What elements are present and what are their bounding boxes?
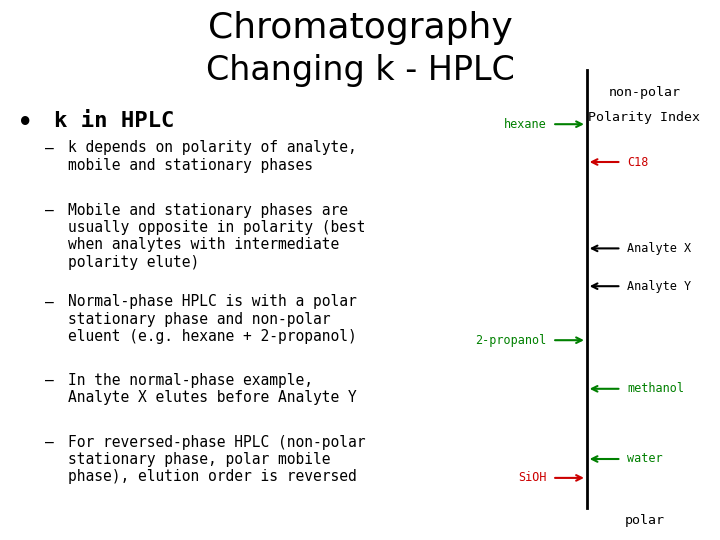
Text: Changing k - HPLC: Changing k - HPLC [206, 54, 514, 87]
Text: SiOH: SiOH [518, 471, 546, 484]
Text: Normal-phase HPLC is with a polar
stationary phase and non-polar
eluent (e.g. he: Normal-phase HPLC is with a polar statio… [68, 294, 357, 344]
Text: Analyte X: Analyte X [627, 242, 691, 255]
Text: Polarity Index: Polarity Index [588, 111, 701, 124]
Text: hexane: hexane [504, 118, 546, 131]
Text: Chromatography: Chromatography [207, 11, 513, 45]
Text: –: – [45, 202, 54, 218]
Text: water: water [627, 453, 662, 465]
Text: •: • [18, 111, 32, 134]
Text: For reversed-phase HPLC (non-polar
stationary phase, polar mobile
phase), elutio: For reversed-phase HPLC (non-polar stati… [68, 435, 366, 484]
Text: In the normal-phase example,
Analyte X elutes before Analyte Y: In the normal-phase example, Analyte X e… [68, 373, 357, 405]
Text: methanol: methanol [627, 382, 684, 395]
Text: C18: C18 [627, 156, 649, 168]
Text: Mobile and stationary phases are
usually opposite in polarity (best
when analyte: Mobile and stationary phases are usually… [68, 202, 366, 269]
Text: non-polar: non-polar [608, 86, 680, 99]
Text: –: – [45, 435, 54, 450]
Text: 2-propanol: 2-propanol [475, 334, 546, 347]
Text: k depends on polarity of analyte,
mobile and stationary phases: k depends on polarity of analyte, mobile… [68, 140, 357, 173]
Text: polar: polar [624, 514, 665, 527]
Text: –: – [45, 294, 54, 309]
Text: –: – [45, 140, 54, 156]
Text: –: – [45, 373, 54, 388]
Text: k in HPLC: k in HPLC [54, 111, 174, 131]
Text: Analyte Y: Analyte Y [627, 280, 691, 293]
